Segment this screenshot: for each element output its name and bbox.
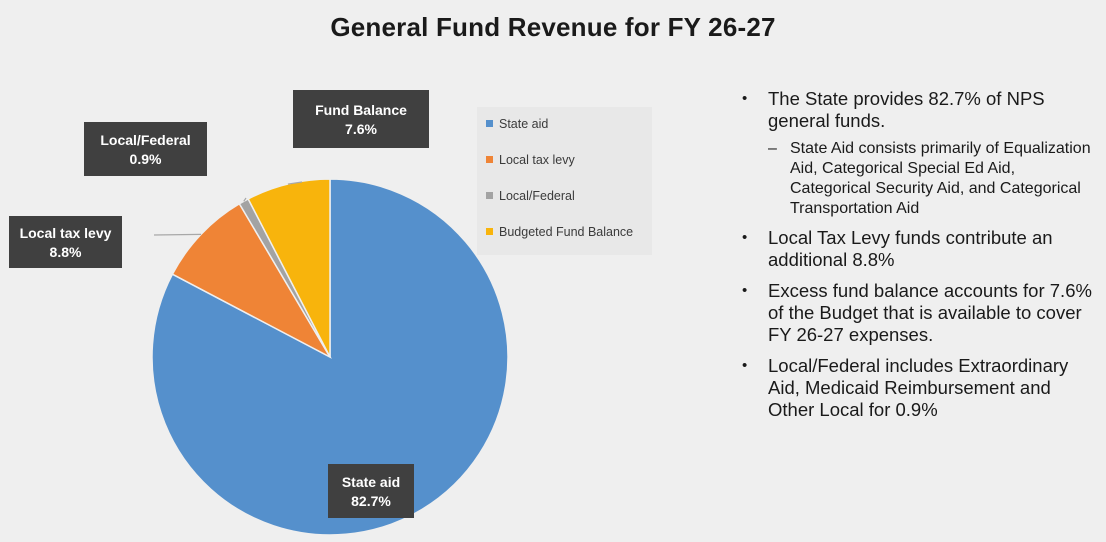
data-labels: State aid 82.7% Local tax levy 8.8% Local/Fe… <box>9 90 429 518</box>
data-label-state-aid: State aid 82.7% <box>328 464 414 518</box>
bullet-text: Excess fund balance accounts for 7.6% of… <box>768 280 1092 345</box>
legend-item-budgeted-fund-balance: Budgeted Fund Balance <box>486 225 633 239</box>
leader-lines <box>153 181 303 236</box>
legend-label: Local tax levy <box>499 153 575 167</box>
bullet-text: Local/Federal includes Extraordinary Aid… <box>768 355 1069 420</box>
data-label-budgeted-fund-balance: Fund Balance 7.6% <box>293 90 429 148</box>
data-label-value: 82.7% <box>351 493 391 509</box>
legend: State aid Local tax levy Local/Federal Budg… <box>477 107 652 255</box>
legend-label: State aid <box>499 117 548 131</box>
data-label-box <box>9 216 122 268</box>
bullet-icon: • <box>742 357 748 374</box>
data-label-name: Fund Balance <box>315 102 407 118</box>
data-label-name: Local/Federal <box>100 132 190 148</box>
data-label-value: 0.9% <box>130 151 162 167</box>
bullet-item: • Excess fund balance accounts for 7.6% o… <box>742 280 1097 346</box>
data-label-value: 8.8% <box>50 244 82 260</box>
data-label-value: 7.6% <box>345 121 377 137</box>
bullet-icon: • <box>742 90 748 107</box>
leader-line-local-federal <box>243 197 247 202</box>
data-label-local-federal: Local/Federal 0.9% <box>84 122 207 176</box>
dash-icon: – <box>768 140 777 157</box>
data-label-name: Local tax levy <box>20 225 112 241</box>
leader-line-budgeted-fund-balance <box>287 181 303 185</box>
legend-swatch <box>486 192 493 199</box>
bullet-text: The State provides 82.7% of NPS general … <box>768 88 1045 131</box>
bullet-item: • Local/Federal includes Extraordinary Ai… <box>742 355 1097 421</box>
legend-swatch <box>486 120 493 127</box>
leader-line-local-tax-levy <box>153 233 202 236</box>
bullet-item: • Local Tax Levy funds contribute an addi… <box>742 227 1097 271</box>
data-label-box <box>293 90 429 148</box>
legend-box <box>477 107 652 255</box>
legend-swatch <box>486 228 493 235</box>
legend-label: Local/Federal <box>499 189 575 203</box>
bullet-text: Local Tax Levy funds contribute an addit… <box>768 227 1053 270</box>
legend-item-local-tax-levy: Local tax levy <box>486 153 575 167</box>
pie-slices <box>151 178 509 536</box>
sub-bullet-text: State Aid consists primarily of Equaliza… <box>790 140 1091 217</box>
pie-slice-local-tax-levy <box>171 202 332 359</box>
data-label-box <box>84 122 207 176</box>
bullet-item: • The State provides 82.7% of NPS general… <box>742 88 1097 132</box>
data-label-name: State aid <box>342 474 400 490</box>
data-label-box <box>328 464 414 518</box>
page-title: General Fund Revenue for FY 26-27 <box>330 12 776 42</box>
bullet-list: • The State provides 82.7% of NPS general… <box>742 88 1097 430</box>
legend-item-local-federal: Local/Federal <box>486 189 575 203</box>
legend-swatch <box>486 156 493 163</box>
pie-chart: State aid 82.7% Local tax levy 8.8% Local/Fe… <box>9 90 652 536</box>
legend-item-state-aid: State aid <box>486 117 548 131</box>
bullet-icon: • <box>742 282 748 299</box>
legend-label: Budgeted Fund Balance <box>499 225 633 239</box>
sub-bullet-item: – State Aid consists primarily of Equaliz… <box>768 139 1097 219</box>
bullet-icon: • <box>742 229 748 246</box>
data-label-local-tax-levy: Local tax levy 8.8% <box>9 216 122 268</box>
